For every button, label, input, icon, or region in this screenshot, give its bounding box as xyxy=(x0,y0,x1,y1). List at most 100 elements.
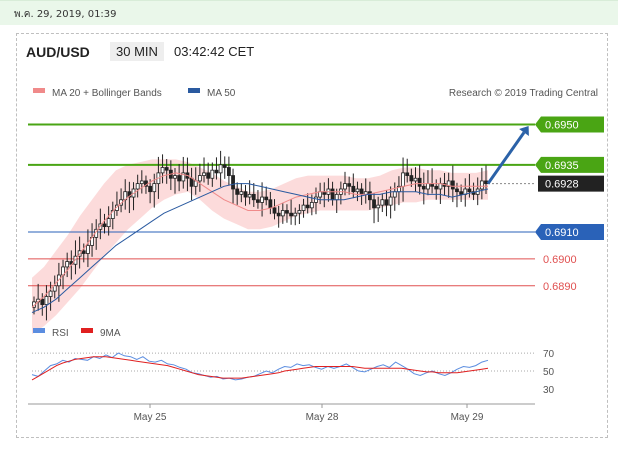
candle-body xyxy=(289,212,294,217)
candle-body xyxy=(235,188,240,195)
resistance-label: 0.6935 xyxy=(545,160,579,172)
candle-body xyxy=(251,193,256,201)
pivot-tag xyxy=(535,224,604,240)
x-tick-label: May 25 xyxy=(134,412,167,423)
candle-body xyxy=(426,183,430,190)
timeframe-badge[interactable]: 30 MIN xyxy=(110,42,164,61)
candle-body xyxy=(421,185,426,190)
candle-body xyxy=(297,210,302,214)
ma50-line xyxy=(31,183,489,314)
candle-body xyxy=(44,296,49,305)
candle-body xyxy=(280,210,285,217)
candle-body xyxy=(272,207,277,214)
candle-body xyxy=(330,188,335,201)
candle-body xyxy=(417,177,422,187)
x-tick-label: May 28 xyxy=(306,412,339,423)
candle-body xyxy=(450,180,455,190)
candle-body xyxy=(177,175,182,182)
candle-body xyxy=(409,175,414,182)
candle-body xyxy=(268,199,273,209)
resistance-label: 0.6950 xyxy=(545,120,579,132)
rsi-legend: RSI 9MA xyxy=(33,328,121,339)
projection-arrow-head xyxy=(519,125,529,136)
ma9-legend-label: 9MA xyxy=(100,328,121,339)
candle-body xyxy=(479,180,484,190)
candle-body xyxy=(455,188,459,193)
candle-body xyxy=(214,169,219,174)
resistance-tag xyxy=(535,156,604,173)
price-levels: 0.6950 0.6935 0.6928 0.6910 0.6900 0.6890 xyxy=(28,116,604,293)
candle-body xyxy=(484,180,488,185)
candlesticks xyxy=(32,150,488,321)
ma20-line xyxy=(31,172,488,308)
moving-averages xyxy=(31,172,489,314)
candle-body xyxy=(367,191,372,201)
ma20-legend-label: MA 20 + Bollinger Bands xyxy=(52,88,162,99)
candle-body xyxy=(372,199,376,209)
candle-body xyxy=(48,290,53,297)
candle-body xyxy=(301,204,306,211)
rsi-tick-label: 70 xyxy=(543,349,555,360)
candle-body xyxy=(40,298,45,305)
rsi-tick-label: 50 xyxy=(543,367,555,378)
candle-body xyxy=(401,172,405,187)
candle-body xyxy=(106,218,111,228)
candle-body xyxy=(222,164,227,168)
rsi-legend-label: RSI xyxy=(52,328,69,339)
candle-body xyxy=(359,188,364,195)
candle-body xyxy=(110,210,115,219)
candle-body xyxy=(189,177,194,187)
candle-body xyxy=(264,196,269,201)
ma9-line xyxy=(31,356,489,381)
candle-body xyxy=(218,164,223,174)
projection-arrow xyxy=(486,125,529,185)
candle-body xyxy=(388,196,393,206)
candle-body xyxy=(276,212,281,217)
candle-body xyxy=(384,199,389,206)
candle-body xyxy=(81,250,86,254)
chart-clock: 03:42:42 CET xyxy=(174,44,255,59)
top-date-bar: พ.ค. 29, 2019, 01:39 xyxy=(0,0,618,25)
candle-body xyxy=(202,172,206,176)
candle-body xyxy=(392,191,397,198)
candle-body xyxy=(309,202,314,209)
candle-body xyxy=(376,204,381,209)
price-legend: MA 20 + Bollinger Bands MA 50 Research ©… xyxy=(33,88,598,99)
candle-body xyxy=(434,185,439,190)
candle-body xyxy=(256,199,260,203)
last-price-tag xyxy=(538,175,604,192)
last-price-label: 0.6928 xyxy=(545,179,579,191)
ma50-legend-label: MA 50 xyxy=(207,88,236,99)
candle-body xyxy=(181,172,186,182)
rsi-line xyxy=(31,352,489,381)
candle-body xyxy=(226,167,231,176)
candle-body xyxy=(135,183,140,190)
rsi-panel: 70 50 30 xyxy=(31,349,555,396)
projection-arrow-shaft xyxy=(486,131,526,185)
chart-frame xyxy=(16,33,608,438)
ma50-legend-swatch xyxy=(188,88,200,93)
candle-body xyxy=(65,261,70,268)
rsi-legend-swatch xyxy=(33,328,45,333)
research-credit: Research © 2019 Trading Central xyxy=(449,88,598,99)
ma20-legend-swatch xyxy=(33,88,45,93)
support-label: 0.6890 xyxy=(543,281,577,293)
candle-body xyxy=(102,223,107,228)
candle-body xyxy=(347,183,352,187)
candle-body xyxy=(446,180,451,187)
x-tick-label: May 29 xyxy=(451,412,484,423)
candle-body xyxy=(152,183,157,193)
candle-body xyxy=(127,191,132,198)
candle-body xyxy=(164,167,169,171)
candle-body xyxy=(243,191,248,198)
x-axis: May 25 May 28 May 29 xyxy=(28,403,535,423)
candle-body xyxy=(293,212,298,217)
candle-body xyxy=(318,191,323,198)
ma9-legend-swatch xyxy=(81,328,93,333)
datetime-stamp: พ.ค. 29, 2019, 01:39 xyxy=(14,9,117,20)
candle-body xyxy=(210,169,215,179)
candle-body xyxy=(160,167,165,174)
candle-body xyxy=(334,193,339,201)
candle-body xyxy=(197,175,202,182)
